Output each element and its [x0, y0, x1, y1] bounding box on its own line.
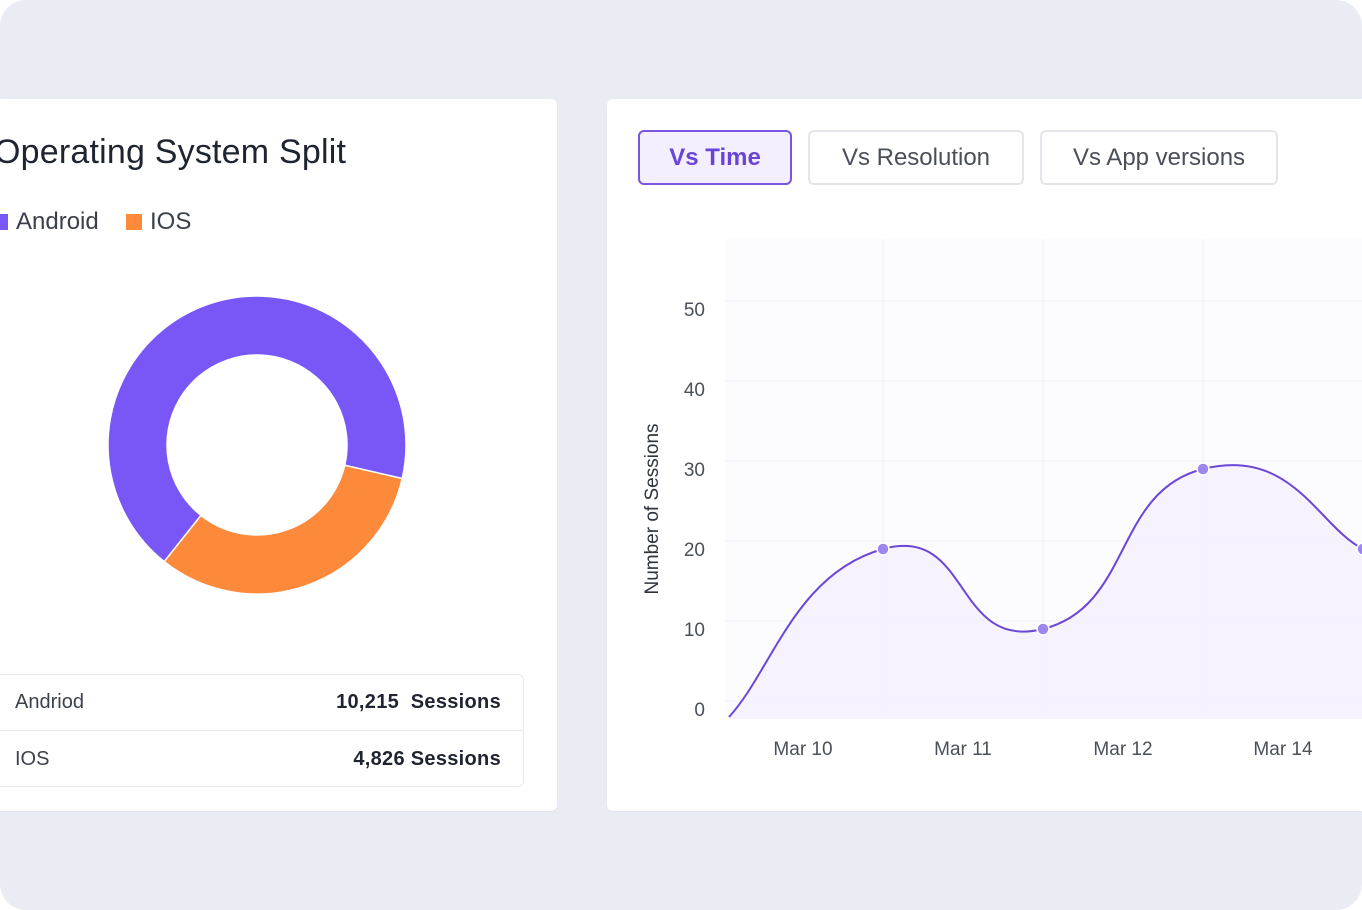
legend-swatch-android: [0, 214, 8, 230]
table-row: Andriod 10,215 Sessions: [0, 675, 523, 731]
session-count: 10,215: [336, 691, 400, 713]
x-tick-label: Mar 10: [773, 739, 832, 760]
x-tick-label: Mar 12: [1093, 739, 1152, 760]
data-point[interactable]: [1196, 462, 1210, 476]
session-count: 4,826: [353, 747, 405, 770]
y-tick-label: 30: [684, 460, 705, 481]
tab-vs-time[interactable]: Vs Time: [638, 130, 792, 185]
series-area: [729, 465, 1362, 719]
row-label: Andriod: [15, 691, 84, 713]
data-point[interactable]: [876, 542, 890, 556]
y-tick-label: 50: [684, 300, 705, 321]
legend-item-android[interactable]: Android: [0, 207, 99, 237]
session-unit: Sessions: [410, 747, 501, 770]
y-tick-label: 20: [684, 540, 705, 561]
y-tick-label: 40: [684, 380, 705, 401]
row-label: IOS: [15, 747, 50, 770]
table-row: IOS 4,826 Sessions: [0, 731, 523, 787]
data-point[interactable]: [1356, 542, 1362, 556]
session-unit: Sessions: [410, 691, 501, 713]
sessions-chart-card: Vs Time Vs Resolution Vs App versions 0 1…: [607, 99, 1362, 811]
legend-label-android: Android: [16, 208, 99, 235]
x-tick-label: Mar 14: [1253, 739, 1313, 760]
card-title: Operating System Split: [0, 133, 347, 171]
os-split-card: Operating System Split Android IOS Andri…: [0, 99, 557, 811]
legend-swatch-ios: [126, 214, 142, 230]
os-sessions-table: Andriod 10,215 Sessions IOS 4,826 Sessio…: [0, 674, 524, 787]
os-donut-chart: [107, 295, 407, 595]
donut-slice-ios[interactable]: [163, 464, 404, 595]
y-tick-label: 0: [694, 700, 705, 721]
data-point[interactable]: [1036, 622, 1050, 636]
row-value: 4,826 Sessions: [353, 748, 501, 771]
y-axis-label: Number of Sessions: [642, 423, 663, 594]
donut-slice-android[interactable]: [107, 295, 407, 563]
row-value: 10,215 Sessions: [336, 691, 501, 714]
y-tick-label: 10: [684, 620, 705, 641]
legend-item-ios[interactable]: IOS: [126, 207, 191, 237]
tab-vs-app-versions[interactable]: Vs App versions: [1040, 130, 1278, 185]
x-tick-label: Mar 11: [934, 739, 992, 760]
sessions-line-chart: 0 10 20 30 40 50 Number of Sessions Mar 10 Mar 1…: [642, 239, 1362, 760]
tab-vs-resolution[interactable]: Vs Resolution: [808, 130, 1024, 185]
legend-label-ios: IOS: [150, 208, 192, 235]
